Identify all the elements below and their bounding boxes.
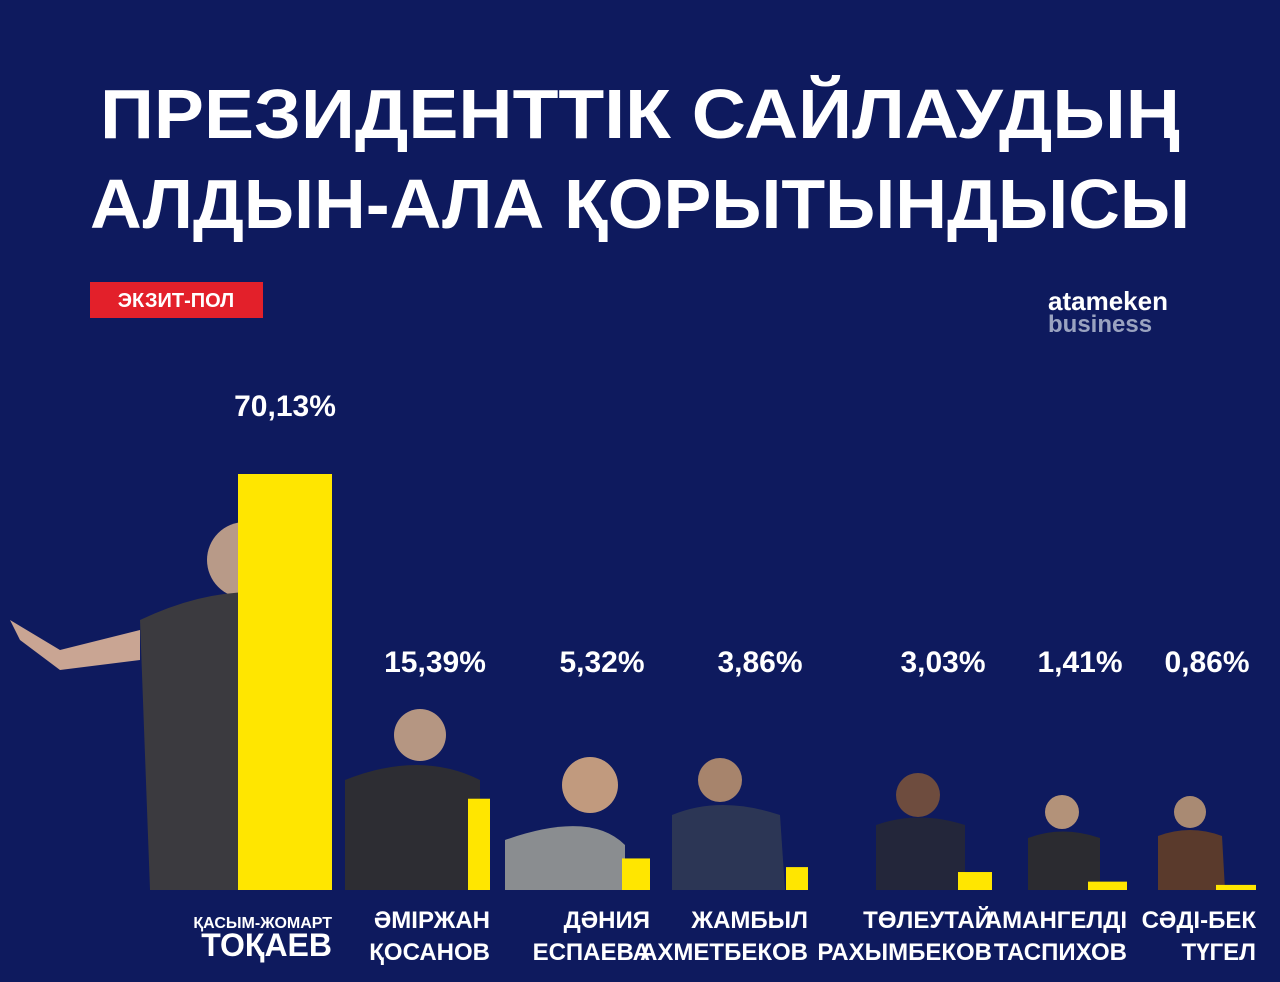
bar xyxy=(1088,881,1127,890)
photo-head xyxy=(1045,795,1079,829)
value-label: 3,03% xyxy=(900,646,985,679)
chart-title: ПРЕЗИДЕНТТІК САЙЛАУДЫҢ xyxy=(100,74,1180,153)
candidate-last-name: ТОҚАЕВ xyxy=(201,927,332,963)
bar xyxy=(958,872,992,890)
candidate-first-name: СӘДІ-БЕК xyxy=(1142,907,1257,934)
logo: business xyxy=(1048,311,1152,338)
photo-head xyxy=(896,773,940,817)
value-label: 3,86% xyxy=(717,646,802,679)
bar xyxy=(1216,884,1256,890)
candidate-first-name: ДӘНИЯ xyxy=(564,907,650,934)
photo-body xyxy=(345,765,480,890)
candidate-first-name: ӘМІРЖАН xyxy=(374,907,490,934)
value-label: 0,86% xyxy=(1164,646,1249,679)
candidate-first-name: ТӨЛЕУТАЙ xyxy=(863,906,992,934)
value-label: 1,41% xyxy=(1037,646,1122,679)
photo-body xyxy=(505,826,625,890)
logo: atameken xyxy=(1048,286,1168,316)
photos xyxy=(10,522,1225,890)
candidate-last-name: ТАСПИХОВ xyxy=(994,939,1127,966)
photo-body xyxy=(1158,830,1225,890)
photo-head xyxy=(1174,796,1206,828)
bar xyxy=(786,867,808,890)
bar xyxy=(468,798,490,890)
candidate-last-name: РАХЫМБЕКОВ xyxy=(817,939,992,966)
candidate-first-name: ҚАСЫМ-ЖОМАРТ xyxy=(193,915,332,932)
photo-body xyxy=(1028,831,1100,890)
candidate-first-name: ЖАМБЫЛ xyxy=(690,907,808,934)
bar xyxy=(622,858,650,890)
chart-title: АЛДЫН-АЛА ҚОРЫТЫНДЫСЫ xyxy=(90,165,1190,243)
candidate-first-name: АМАНГЕЛДІ xyxy=(985,907,1127,934)
value-label: 15,39% xyxy=(384,646,486,679)
badge-text: ЭКЗИТ-ПОЛ xyxy=(118,290,234,312)
value-label: 70,13% xyxy=(234,390,336,423)
candidate-last-name: ҚОСАНОВ xyxy=(369,939,490,966)
photo-arm xyxy=(10,620,140,670)
photo-body xyxy=(672,805,785,890)
photo-head xyxy=(698,758,742,802)
photo-head xyxy=(562,757,618,813)
photo-body xyxy=(876,817,965,890)
badge xyxy=(90,282,263,318)
photo-head xyxy=(394,709,446,761)
candidate-last-name: ТҮГЕЛ xyxy=(1182,939,1256,966)
candidate-last-name: ЕСПАЕВА xyxy=(533,939,650,966)
candidate-last-name: АХМЕТБЕКОВ xyxy=(640,939,808,966)
bar xyxy=(238,474,332,890)
value-label: 5,32% xyxy=(559,646,644,679)
